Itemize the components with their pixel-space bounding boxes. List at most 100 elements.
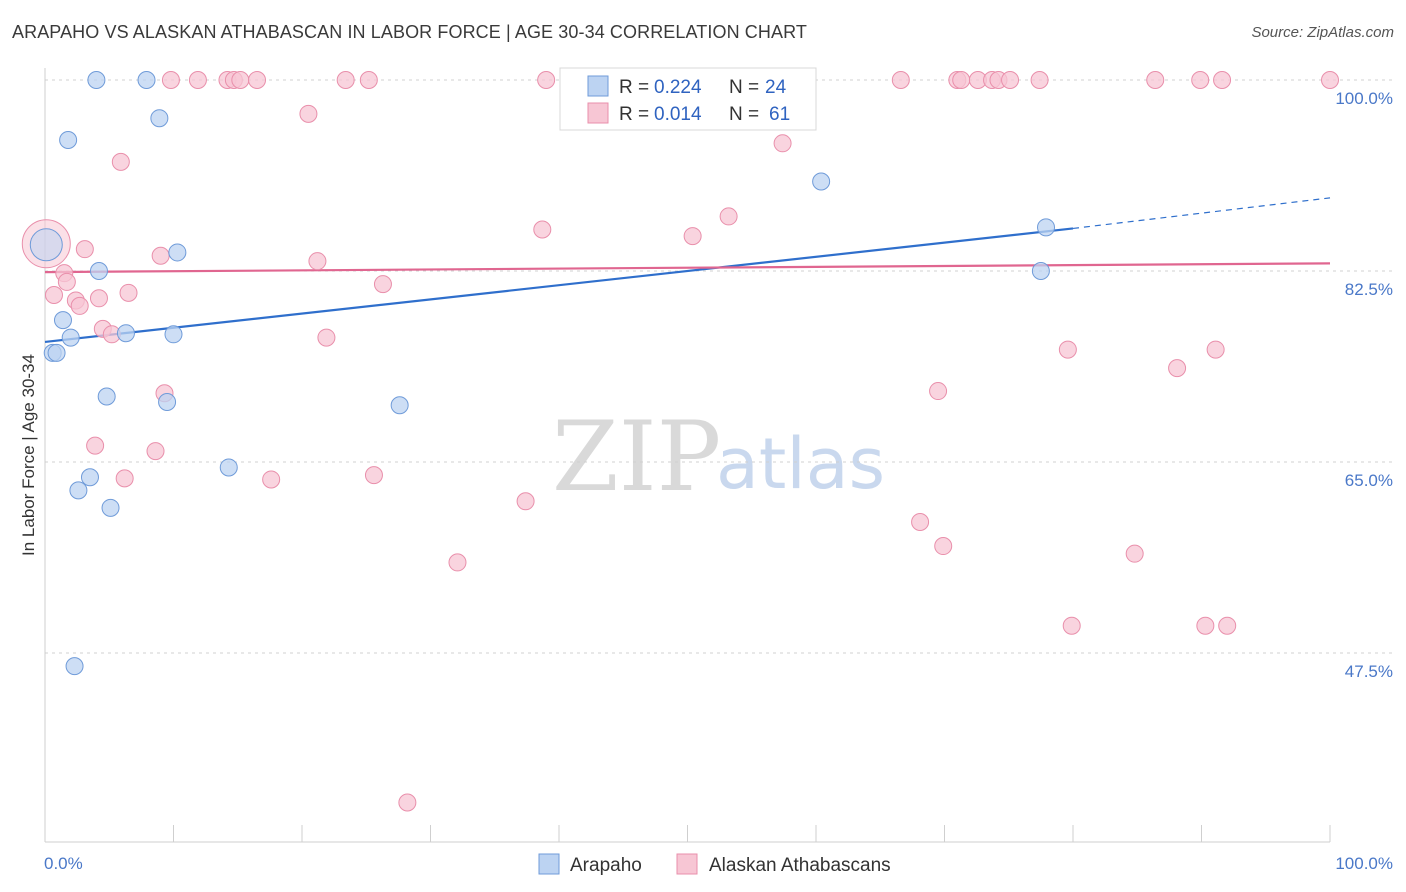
point-alaskan-36 — [683, 227, 702, 246]
point-arapaho-18 — [168, 243, 187, 262]
correlation-legend: R = 0.224 N = 24 R = 0.014 N = 61 — [559, 67, 817, 131]
trend-lines — [44, 197, 1331, 344]
point-alaskan-52 — [1125, 544, 1144, 563]
chart-title: ARAPAHO VS ALASKAN ATHABASCAN IN LABOR F… — [12, 22, 807, 42]
y-axis-label: In Labor Force | Age 30-34 — [19, 354, 38, 556]
point-arapaho-5 — [61, 328, 80, 347]
trend-line-arapaho-projection — [1072, 197, 1331, 230]
point-arapaho-12 — [101, 498, 120, 517]
legend-n-value-1: 24 — [765, 77, 787, 98]
point-alaskan-56 — [1196, 616, 1215, 635]
point-alaskan-57 — [1206, 340, 1225, 359]
point-alaskan-41 — [929, 382, 948, 401]
point-alaskan-1 — [44, 286, 63, 305]
point-alaskan-40 — [911, 513, 930, 532]
point-arapaho-21 — [812, 172, 831, 191]
point-alaskan-50 — [1058, 340, 1077, 359]
point-alaskan-21 — [231, 71, 250, 89]
point-arapaho-23 — [1037, 218, 1056, 237]
point-arapaho-14 — [137, 71, 156, 89]
point-alaskan-38 — [773, 134, 792, 153]
point-arapaho-20 — [390, 396, 409, 415]
point-arapaho-22 — [1031, 262, 1050, 280]
grid-lines — [45, 79, 1395, 654]
point-alaskan-31 — [398, 793, 417, 812]
point-arapaho-10 — [89, 262, 108, 280]
point-alaskan-27 — [336, 71, 355, 89]
watermark-zip: ZIP — [552, 401, 721, 513]
y-tick-label-2: 82.5% — [1345, 280, 1393, 299]
watermark: ZIP atlas — [552, 401, 885, 513]
point-alaskan-33 — [516, 492, 535, 511]
point-alaskan-55 — [1191, 71, 1210, 89]
y-tick-label-1: 65.0% — [1345, 471, 1393, 490]
point-alaskan-25 — [308, 252, 327, 271]
point-alaskan-58 — [1213, 71, 1232, 89]
legend-r-label-1: R = — [619, 77, 649, 98]
point-alaskan-37 — [719, 207, 738, 226]
data-points — [21, 71, 1339, 812]
legend-r-value-2: 0.014 — [654, 104, 702, 125]
point-alaskan-54 — [1168, 359, 1187, 378]
point-alaskan-42 — [934, 537, 953, 556]
point-arapaho-11 — [97, 387, 116, 406]
x-tick-label-1: 100.0% — [1335, 854, 1393, 873]
trend-line-arapaho — [44, 227, 1074, 344]
point-alaskan-14 — [146, 442, 165, 461]
trend-line-alaskan — [44, 262, 1331, 274]
source-label: Source: ZipAtlas.com — [1251, 24, 1394, 41]
point-arapaho-15 — [150, 109, 169, 128]
series-label-alaskan: Alaskan Athabascans — [709, 855, 891, 876]
legend-r-value-1: 0.224 — [654, 77, 702, 98]
point-alaskan-48 — [1001, 71, 1020, 89]
point-alaskan-12 — [115, 469, 134, 488]
point-alaskan-59 — [1218, 616, 1237, 635]
point-arapaho-13 — [116, 324, 135, 343]
series-swatch-arapaho — [538, 853, 560, 875]
legend-swatch-arapaho — [587, 75, 609, 97]
point-alaskan-53 — [1146, 71, 1165, 89]
point-alaskan-6 — [75, 240, 94, 259]
point-arapaho-17 — [164, 325, 183, 344]
point-alaskan-15 — [151, 246, 170, 265]
y-tick-label-3: 100.0% — [1335, 89, 1393, 108]
point-alaskan-44 — [952, 71, 971, 89]
legend-swatch-alaskan — [587, 102, 609, 124]
legend-r-label-2: R = — [619, 104, 649, 125]
axes — [44, 68, 1331, 843]
point-alaskan-18 — [188, 71, 207, 89]
y-tick-labels: 47.5% 65.0% 82.5% 100.0% — [1335, 89, 1393, 681]
point-alaskan-49 — [1030, 71, 1049, 89]
series-swatch-alaskan — [676, 853, 698, 875]
point-arapaho-19 — [219, 458, 238, 477]
watermark-atlas: atlas — [716, 423, 885, 505]
point-arapaho-0 — [29, 228, 63, 262]
point-arapaho-3 — [53, 311, 72, 330]
point-arapaho-4 — [59, 131, 78, 150]
point-alaskan-29 — [364, 466, 383, 485]
point-alaskan-26 — [317, 328, 336, 347]
point-alaskan-39 — [891, 71, 910, 89]
legend-n-label-2: N = — [729, 104, 759, 125]
point-alaskan-22 — [248, 71, 267, 89]
point-arapaho-6 — [65, 657, 84, 676]
point-alaskan-24 — [299, 104, 318, 123]
point-alaskan-7 — [86, 436, 105, 455]
point-alaskan-32 — [448, 553, 467, 572]
point-arapaho-2 — [47, 343, 66, 362]
point-arapaho-8 — [80, 468, 99, 487]
y-tick-label-0: 47.5% — [1345, 662, 1393, 681]
point-alaskan-60 — [1321, 71, 1339, 89]
point-alaskan-5 — [70, 296, 89, 315]
point-alaskan-11 — [111, 152, 130, 171]
x-tick-label-0: 0.0% — [44, 854, 83, 873]
x-tick-labels: 0.0% 100.0% — [44, 854, 1393, 873]
legend-n-value-2: 61 — [769, 104, 790, 125]
point-alaskan-8 — [89, 289, 108, 308]
point-alaskan-23 — [262, 470, 281, 489]
point-arapaho-9 — [87, 71, 106, 89]
point-alaskan-30 — [373, 275, 392, 294]
point-alaskan-17 — [161, 71, 180, 89]
point-alaskan-35 — [537, 71, 556, 89]
